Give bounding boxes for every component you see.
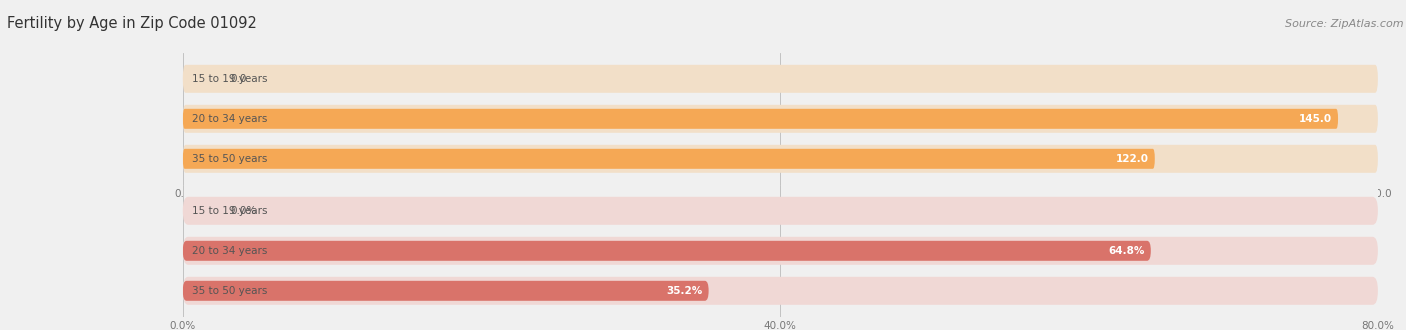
FancyBboxPatch shape bbox=[183, 145, 1378, 173]
Text: 20 to 34 years: 20 to 34 years bbox=[193, 246, 267, 256]
FancyBboxPatch shape bbox=[183, 197, 1378, 225]
Text: 64.8%: 64.8% bbox=[1108, 246, 1144, 256]
FancyBboxPatch shape bbox=[183, 109, 1339, 129]
Text: 145.0: 145.0 bbox=[1299, 114, 1331, 124]
Text: Fertility by Age in Zip Code 01092: Fertility by Age in Zip Code 01092 bbox=[7, 16, 257, 31]
Text: 35.2%: 35.2% bbox=[666, 286, 703, 296]
FancyBboxPatch shape bbox=[183, 281, 709, 301]
Text: 35 to 50 years: 35 to 50 years bbox=[193, 286, 267, 296]
Text: 15 to 19 years: 15 to 19 years bbox=[193, 74, 267, 84]
FancyBboxPatch shape bbox=[183, 241, 1150, 261]
Text: 15 to 19 years: 15 to 19 years bbox=[193, 206, 267, 216]
Text: 0.0: 0.0 bbox=[231, 74, 247, 84]
FancyBboxPatch shape bbox=[183, 277, 1378, 305]
FancyBboxPatch shape bbox=[183, 149, 1154, 169]
Text: Source: ZipAtlas.com: Source: ZipAtlas.com bbox=[1285, 19, 1403, 29]
Text: 20 to 34 years: 20 to 34 years bbox=[193, 114, 267, 124]
FancyBboxPatch shape bbox=[183, 105, 1378, 133]
Text: 35 to 50 years: 35 to 50 years bbox=[193, 154, 267, 164]
Text: 122.0: 122.0 bbox=[1116, 154, 1149, 164]
Text: 0.0%: 0.0% bbox=[231, 206, 257, 216]
FancyBboxPatch shape bbox=[183, 237, 1378, 265]
FancyBboxPatch shape bbox=[183, 65, 1378, 93]
